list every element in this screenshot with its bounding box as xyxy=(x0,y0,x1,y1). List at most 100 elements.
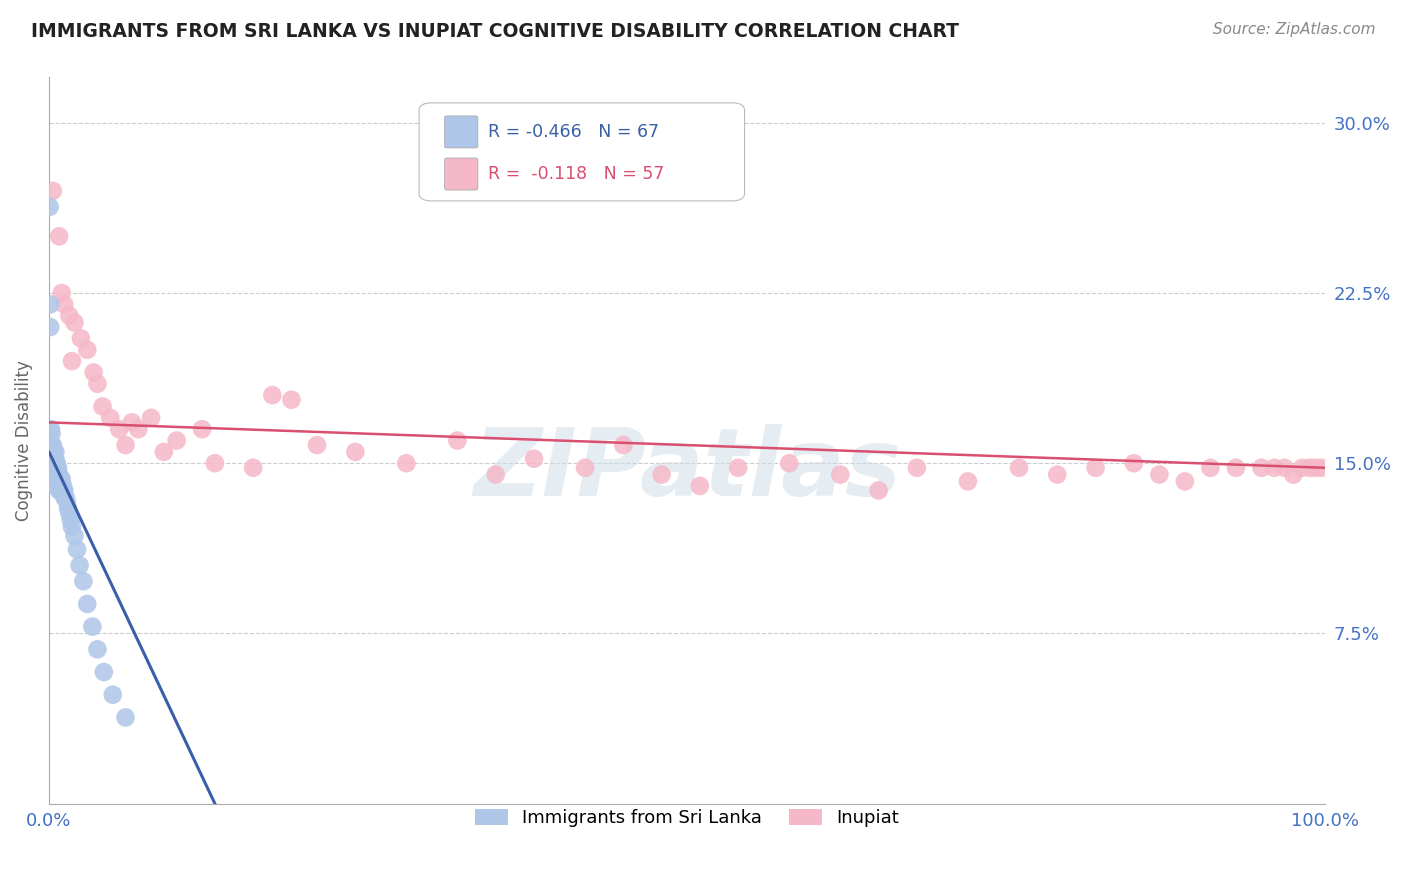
Point xyxy=(60,354,83,368)
Point xyxy=(166,434,188,448)
Point xyxy=(727,460,749,475)
Point xyxy=(63,529,86,543)
Point xyxy=(45,460,67,475)
Point xyxy=(1199,460,1222,475)
Point xyxy=(114,710,136,724)
Point xyxy=(53,483,76,498)
Point xyxy=(42,456,65,470)
Point xyxy=(39,422,62,436)
Point xyxy=(42,438,65,452)
Point xyxy=(44,479,66,493)
Point xyxy=(48,229,70,244)
Point xyxy=(42,451,65,466)
Point xyxy=(55,490,77,504)
Point xyxy=(44,470,66,484)
Point xyxy=(830,467,852,482)
Point xyxy=(51,472,73,486)
Point xyxy=(49,479,72,493)
Point xyxy=(44,475,66,489)
Point xyxy=(91,400,114,414)
Point xyxy=(204,456,226,470)
Text: Source: ZipAtlas.com: Source: ZipAtlas.com xyxy=(1212,22,1375,37)
Point xyxy=(1046,467,1069,482)
Point xyxy=(52,483,75,498)
Point xyxy=(42,184,65,198)
Point xyxy=(42,470,65,484)
Text: R = -0.466   N = 67: R = -0.466 N = 67 xyxy=(488,123,659,141)
Point xyxy=(83,366,105,380)
Point xyxy=(42,460,65,475)
Point xyxy=(48,483,70,498)
Point xyxy=(42,467,65,482)
Point xyxy=(305,438,328,452)
Point xyxy=(45,456,67,470)
Point xyxy=(1225,460,1247,475)
Point xyxy=(1122,456,1144,470)
Point xyxy=(53,490,76,504)
Point xyxy=(1263,460,1285,475)
Point xyxy=(905,460,928,475)
Point xyxy=(139,410,162,425)
Point xyxy=(46,460,69,475)
Point xyxy=(60,520,83,534)
Point xyxy=(44,451,66,466)
Point xyxy=(446,434,468,448)
Point xyxy=(76,597,98,611)
Point xyxy=(59,513,82,527)
Point xyxy=(44,460,66,475)
Text: ZIPatlas: ZIPatlas xyxy=(472,424,901,516)
Point xyxy=(46,472,69,486)
Point xyxy=(76,343,98,357)
Point xyxy=(51,479,73,493)
Point xyxy=(1282,467,1305,482)
Point xyxy=(242,460,264,475)
Point xyxy=(56,501,79,516)
Point xyxy=(42,445,65,459)
Point xyxy=(86,376,108,391)
Point xyxy=(48,479,70,493)
Point xyxy=(45,467,67,482)
Point xyxy=(58,506,80,520)
Point xyxy=(44,445,66,459)
Point xyxy=(41,445,63,459)
Point xyxy=(66,542,89,557)
Point xyxy=(1149,467,1171,482)
Point xyxy=(46,479,69,493)
Point xyxy=(42,445,65,459)
FancyBboxPatch shape xyxy=(419,103,745,201)
Point xyxy=(153,445,176,459)
Point xyxy=(38,200,60,214)
Point xyxy=(98,410,121,425)
Point xyxy=(42,450,65,464)
Point xyxy=(1008,460,1031,475)
Point xyxy=(485,467,508,482)
Point xyxy=(58,309,80,323)
Point xyxy=(956,475,979,489)
Point xyxy=(395,456,418,470)
Point xyxy=(86,642,108,657)
Point xyxy=(53,297,76,311)
Point xyxy=(45,472,67,486)
Point xyxy=(72,574,94,589)
Point xyxy=(121,416,143,430)
Point xyxy=(1291,460,1313,475)
Legend: Immigrants from Sri Lanka, Inupiat: Immigrants from Sri Lanka, Inupiat xyxy=(468,802,905,835)
Point xyxy=(56,495,79,509)
FancyBboxPatch shape xyxy=(444,158,478,190)
Point xyxy=(1299,460,1322,475)
Point xyxy=(39,297,62,311)
Point xyxy=(44,456,66,470)
Point xyxy=(69,558,91,573)
Point xyxy=(45,479,67,493)
Point xyxy=(49,472,72,486)
Point xyxy=(574,460,596,475)
Point xyxy=(868,483,890,498)
Point xyxy=(262,388,284,402)
Point xyxy=(1274,460,1296,475)
Point xyxy=(42,463,65,477)
Point xyxy=(1174,475,1197,489)
Point xyxy=(41,426,63,441)
Point xyxy=(46,467,69,482)
Point xyxy=(523,451,546,466)
Point xyxy=(42,466,65,480)
